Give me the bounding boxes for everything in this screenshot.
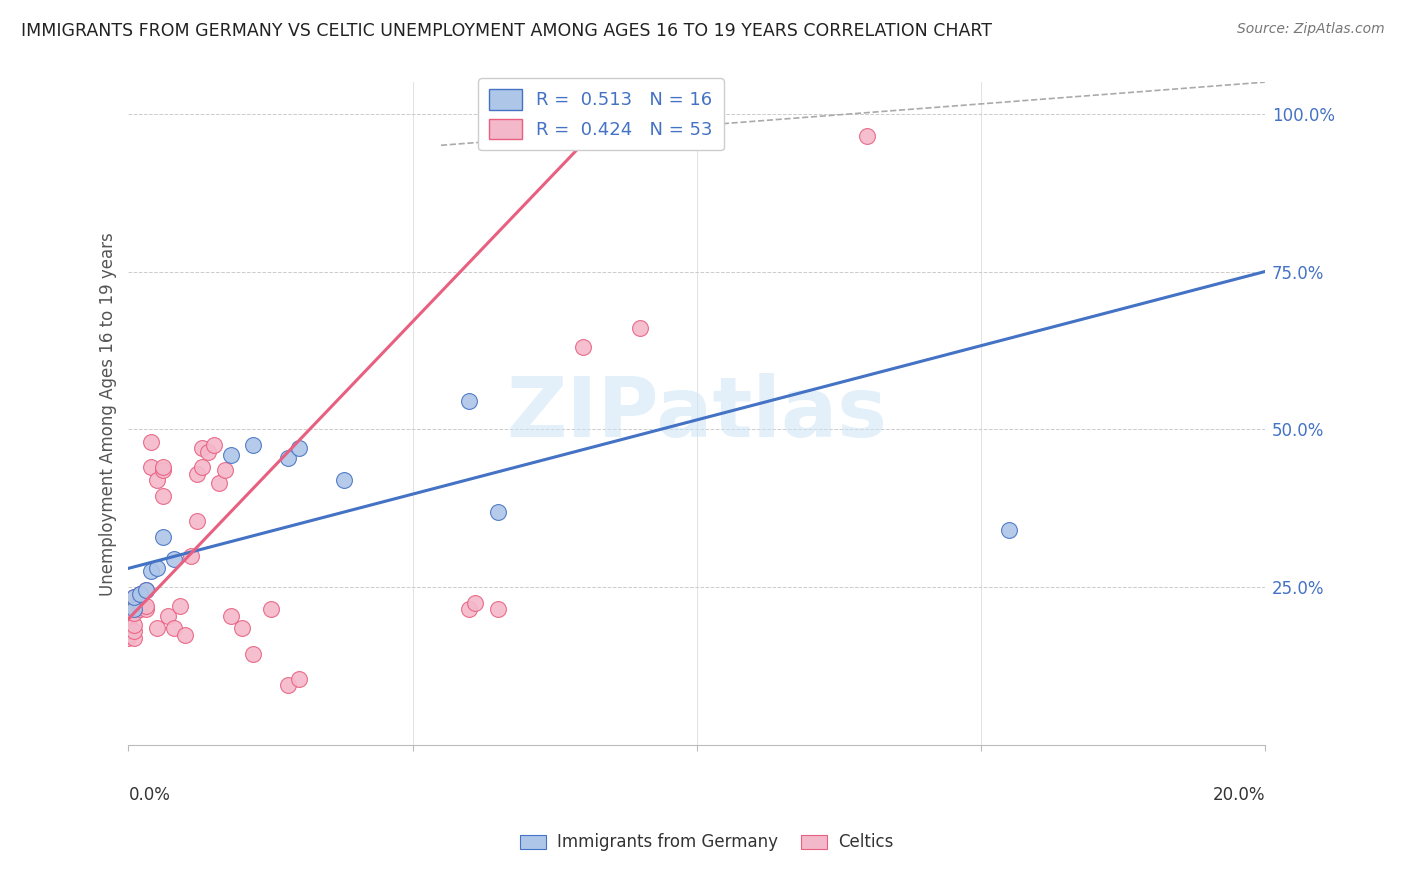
Point xyxy=(152,489,174,503)
Point xyxy=(146,561,169,575)
Point xyxy=(191,442,214,456)
Point xyxy=(242,438,264,452)
Text: ZIPatlas: ZIPatlas xyxy=(506,373,887,454)
Point xyxy=(572,340,595,354)
Point xyxy=(242,647,264,661)
Point xyxy=(277,450,299,465)
Point xyxy=(191,460,214,475)
Point xyxy=(180,549,202,563)
Point xyxy=(122,590,145,604)
Point xyxy=(117,606,139,620)
Text: 0.0%: 0.0% xyxy=(128,786,170,805)
Point xyxy=(628,321,651,335)
Point xyxy=(152,530,174,544)
Point xyxy=(458,394,481,409)
Text: Source: ZipAtlas.com: Source: ZipAtlas.com xyxy=(1237,22,1385,37)
Point xyxy=(152,460,174,475)
Point xyxy=(146,621,169,635)
Point xyxy=(122,590,145,604)
Point xyxy=(464,596,486,610)
Point xyxy=(685,128,707,143)
Point xyxy=(146,473,169,487)
Point xyxy=(128,586,150,600)
Point xyxy=(134,583,156,598)
Point xyxy=(117,624,139,639)
Point xyxy=(288,442,311,456)
Point xyxy=(333,473,356,487)
Text: Celtics: Celtics xyxy=(838,833,893,851)
Point xyxy=(122,624,145,639)
Point xyxy=(231,621,253,635)
Point xyxy=(122,631,145,645)
Point xyxy=(117,621,139,635)
Point xyxy=(152,463,174,477)
Point xyxy=(219,448,242,462)
Point xyxy=(186,467,208,481)
Point xyxy=(128,602,150,616)
Point xyxy=(163,621,186,635)
Point xyxy=(141,565,163,579)
Y-axis label: Unemployment Among Ages 16 to 19 years: Unemployment Among Ages 16 to 19 years xyxy=(100,232,117,596)
Point xyxy=(128,586,150,600)
Point xyxy=(163,552,186,566)
Text: IMMIGRANTS FROM GERMANY VS CELTIC UNEMPLOYMENT AMONG AGES 16 TO 19 YEARS CORRELA: IMMIGRANTS FROM GERMANY VS CELTIC UNEMPL… xyxy=(21,22,993,40)
Point xyxy=(214,463,236,477)
Point xyxy=(202,438,225,452)
Point xyxy=(141,435,163,450)
Legend: R =  0.513   N = 16, R =  0.424   N = 53: R = 0.513 N = 16, R = 0.424 N = 53 xyxy=(478,78,724,151)
Point xyxy=(122,602,145,616)
Point xyxy=(117,608,139,623)
Point xyxy=(128,596,150,610)
Point xyxy=(134,602,156,616)
Point xyxy=(117,631,139,645)
Text: Immigrants from Germany: Immigrants from Germany xyxy=(557,833,778,851)
Point xyxy=(117,618,139,632)
Point xyxy=(186,514,208,528)
Point xyxy=(117,615,139,629)
Point xyxy=(134,599,156,614)
Point xyxy=(458,602,481,616)
Point xyxy=(174,627,197,641)
Point xyxy=(277,678,299,692)
Text: 20.0%: 20.0% xyxy=(1212,786,1265,805)
Point xyxy=(117,627,139,641)
Point xyxy=(141,460,163,475)
Point xyxy=(169,599,191,614)
Point xyxy=(486,504,509,518)
Point xyxy=(219,608,242,623)
Point xyxy=(486,602,509,616)
Point xyxy=(998,524,1021,538)
Point xyxy=(122,618,145,632)
Point xyxy=(856,128,879,143)
Point xyxy=(259,602,281,616)
Point xyxy=(122,606,145,620)
Point xyxy=(122,599,145,614)
Point xyxy=(197,444,219,458)
Point xyxy=(288,672,311,686)
Point xyxy=(157,608,180,623)
Point xyxy=(208,476,231,491)
Point xyxy=(134,583,156,598)
